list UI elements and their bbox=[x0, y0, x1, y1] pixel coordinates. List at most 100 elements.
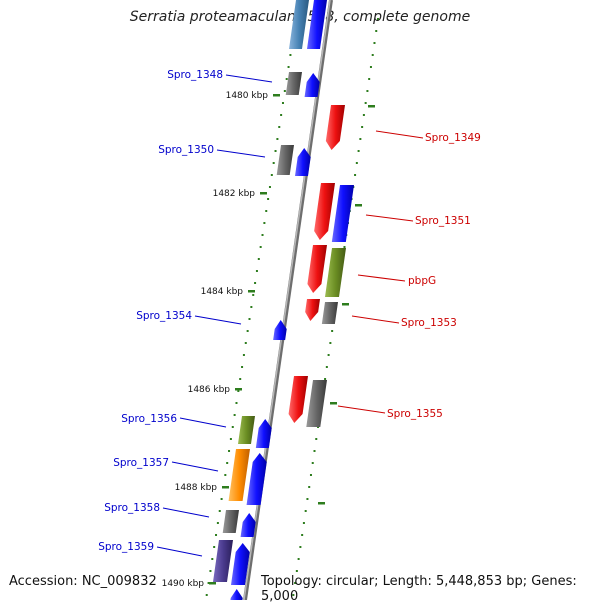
gene-feature bbox=[273, 320, 287, 340]
gene-feature bbox=[276, 145, 294, 175]
scale-dot bbox=[224, 474, 227, 476]
gene-label: Spro_1354 bbox=[136, 310, 192, 322]
scale-dot bbox=[205, 594, 208, 596]
gene-leader-line bbox=[179, 417, 227, 428]
kbp-tick-mark bbox=[235, 388, 242, 391]
scale-dot bbox=[228, 450, 231, 452]
scale-dot bbox=[281, 102, 284, 104]
scale-dot bbox=[299, 546, 302, 548]
gene-feature bbox=[305, 299, 320, 321]
gene-label: Spro_1357 bbox=[113, 457, 169, 469]
scale-dot bbox=[355, 162, 358, 164]
gene-feature bbox=[230, 589, 243, 600]
scale-dot bbox=[278, 126, 281, 128]
scale-dot bbox=[306, 498, 309, 500]
scale-dot bbox=[259, 246, 262, 248]
kbp-tick-label: 1490 kbp bbox=[162, 579, 205, 589]
kbp-tick-mark bbox=[330, 402, 337, 405]
gene-feature bbox=[306, 380, 327, 427]
gene-feature bbox=[222, 510, 239, 533]
scale-dot bbox=[329, 342, 332, 344]
scale-dot bbox=[292, 594, 295, 596]
scale-dot bbox=[315, 438, 318, 440]
scale-dot bbox=[268, 186, 271, 188]
scale-dot bbox=[362, 114, 365, 116]
accession-label: Accession: NC_009832 bbox=[9, 574, 157, 589]
gene-feature bbox=[237, 416, 255, 444]
gene-label: Spro_1349 bbox=[425, 132, 481, 144]
kbp-tick-label: 1484 kbp bbox=[201, 287, 244, 297]
scale-dot bbox=[218, 510, 221, 512]
gene-leader-line bbox=[351, 315, 400, 324]
scale-dot bbox=[254, 282, 257, 284]
kbp-tick-mark bbox=[355, 204, 362, 207]
scale-dot bbox=[331, 330, 334, 332]
scale-dot bbox=[248, 318, 251, 320]
gene-feature bbox=[304, 73, 320, 97]
kbp-tick-mark bbox=[222, 486, 229, 489]
gene-feature bbox=[307, 245, 327, 293]
gene-feature bbox=[285, 72, 302, 95]
gene-label: Spro_1350 bbox=[158, 144, 214, 156]
scale-dot bbox=[309, 474, 312, 476]
scale-dot bbox=[229, 438, 232, 440]
scale-dot bbox=[357, 150, 360, 152]
scale-dot bbox=[207, 582, 210, 584]
scale-dot bbox=[285, 78, 288, 80]
gene-leader-line bbox=[156, 546, 203, 557]
scale-dot bbox=[359, 138, 362, 140]
scale-dot bbox=[297, 558, 300, 560]
kbp-tick-mark bbox=[260, 192, 267, 195]
kbp-tick-mark bbox=[248, 290, 255, 293]
scale-dot bbox=[373, 42, 376, 44]
scale-dot bbox=[220, 498, 223, 500]
scale-dot bbox=[241, 366, 244, 368]
scale-dot bbox=[255, 270, 258, 272]
gene-feature bbox=[228, 449, 250, 501]
scale-dot bbox=[361, 126, 364, 128]
scale-dot bbox=[252, 294, 255, 296]
gene-leader-line bbox=[216, 149, 266, 158]
scale-dot bbox=[280, 114, 283, 116]
gene-feature bbox=[306, 0, 327, 49]
scale-dot bbox=[244, 342, 247, 344]
scale-dot bbox=[343, 246, 346, 248]
scale-dot bbox=[301, 534, 304, 536]
gene-feature bbox=[294, 148, 311, 176]
gene-feature bbox=[212, 540, 233, 582]
scale-dot bbox=[304, 510, 307, 512]
scale-dot bbox=[274, 150, 277, 152]
scale-dot bbox=[369, 66, 372, 68]
kbp-tick-label: 1486 kbp bbox=[188, 385, 231, 395]
gene-label: Spro_1348 bbox=[167, 69, 223, 81]
scale-dot bbox=[226, 462, 229, 464]
scale-dot bbox=[302, 522, 305, 524]
scale-dot bbox=[289, 54, 292, 56]
gene-feature bbox=[321, 302, 338, 324]
gene-feature bbox=[240, 513, 256, 537]
scale-dot bbox=[257, 258, 260, 260]
scale-dot bbox=[267, 198, 270, 200]
gene-feature bbox=[230, 543, 250, 585]
kbp-tick-label: 1482 kbp bbox=[213, 189, 256, 199]
gene-feature bbox=[324, 248, 346, 297]
kbp-tick-mark bbox=[273, 94, 280, 97]
scale-dot bbox=[377, 18, 379, 20]
scale-dot bbox=[215, 534, 218, 536]
scale-dot bbox=[235, 402, 238, 404]
kbp-tick-label: 1480 kbp bbox=[226, 91, 269, 101]
scale-dot bbox=[311, 462, 314, 464]
gene-leader-line bbox=[162, 507, 210, 518]
gene-feature bbox=[288, 0, 309, 49]
gene-label: Spro_1358 bbox=[104, 502, 160, 514]
gene-label: Spro_1359 bbox=[98, 541, 154, 553]
scale-dot bbox=[261, 234, 264, 236]
gene-leader-line bbox=[375, 130, 424, 139]
gene-leader-line bbox=[357, 274, 406, 282]
scale-dot bbox=[233, 414, 236, 416]
scale-dot bbox=[265, 210, 268, 212]
gene-feature bbox=[331, 185, 354, 242]
kbp-tick-label: 1488 kbp bbox=[175, 483, 218, 493]
scale-dot bbox=[242, 354, 245, 356]
